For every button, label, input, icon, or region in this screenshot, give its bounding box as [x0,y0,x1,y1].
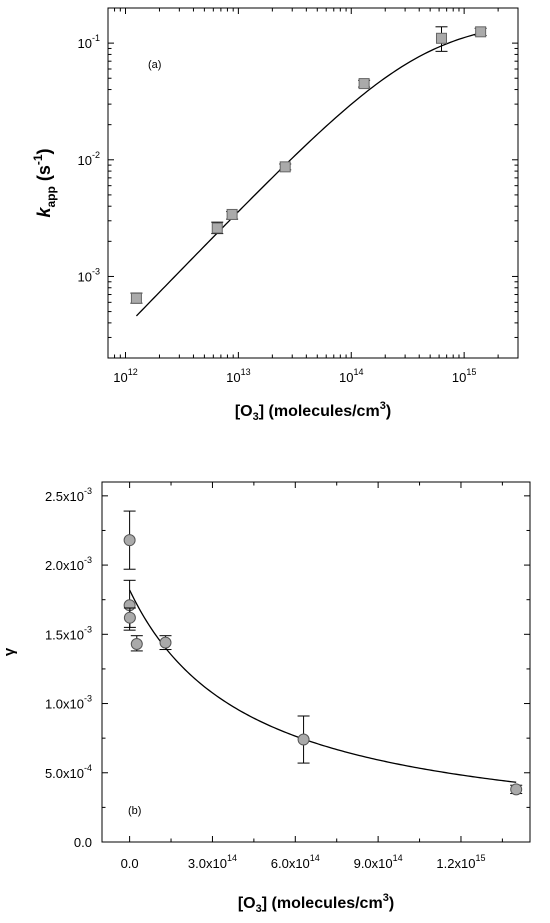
chart-b-panel-label: (b) [128,805,141,817]
chart-b: (b) 0.0 3.0x1014 6.0x1014 9.0x1014 1.2x1015 … [1,481,531,915]
chart-a-point [226,208,239,220]
chart-b-data-points [123,510,523,796]
chart-a-square-marker [226,208,238,220]
chart-a-square-marker [435,32,447,44]
chart-b-point [159,635,172,651]
chart-b-point [123,510,136,570]
chart-b-point [130,635,143,652]
chart-b-x-tick-label: 0.0 [121,856,139,871]
chart-b-x-tick-label: 9.0x1014 [354,853,403,871]
chart-a-panel-label: (a) [148,59,161,71]
chart-a-square-marker [358,78,370,90]
chart-b-x-tick-label: 6.0x1014 [271,853,320,871]
chart-b-y-tick-label: 2.5x10-3 [45,486,92,504]
chart-b-plot-frame [101,481,531,843]
chart-a-x-axis-title: [O3] (molecules/cm3) [235,400,391,423]
chart-b-axis-ticks [102,482,530,843]
chart-b-y-tick-label: 0.0 [74,835,92,850]
chart-b-y-tick-labels: 0.0 5.0x10-4 1.0x10-3 1.5x10-3 2.0x10-3 2.5x1… [45,486,92,850]
chart-a-point [358,78,371,90]
chart-a-y-axis-title: kapp (s-1) [31,148,58,217]
chart-a-x-tick-label: 1015 [452,367,476,385]
chart-a-y-tick-label: 10-1 [78,33,100,51]
chart-a-fit-curve [135,31,483,317]
chart-a-square-marker [211,222,223,234]
chart-a-square-marker [130,292,142,304]
chart-b-y-axis-title: γ [1,647,18,656]
chart-a-y-tick-label: 10-3 [78,266,100,284]
chart-b-point [297,715,310,764]
chart-b-point [510,783,523,796]
chart-a-square-marker [475,26,487,38]
chart-b-x-tick-labels: 0.0 3.0x1014 6.0x1014 9.0x1014 1.2x1015 [121,853,486,871]
chart-b-y-tick-label: 1.0x10-3 [45,694,92,712]
chart-a-point [211,221,224,235]
chart-a-square-marker [279,161,291,173]
chart-b-x-tick-label: 1.2x1015 [436,853,485,871]
chart-b-point [123,607,136,628]
chart-a-axis-ticks [107,7,519,359]
chart-b-y-tick-label: 2.0x10-3 [45,555,92,573]
chart-b-circle-marker [123,534,136,547]
chart-a-x-tick-labels: 1012 1013 1014 1015 [113,367,476,385]
chart-b-circle-marker [510,783,523,796]
chart-a-data-points [130,26,487,304]
chart-a-x-tick-label: 1014 [339,367,363,385]
chart-a: (a) 1012 1013 1014 1015 10-3 10-2 10-1 [O3] (… [31,7,519,423]
chart-a-y-tick-labels: 10-3 10-2 10-1 [78,33,100,284]
chart-b-fit-curve [129,589,517,783]
chart-a-point [435,26,448,52]
chart-b-circle-marker [130,638,143,650]
chart-b-y-tick-label: 1.5x10-3 [45,624,92,642]
chart-b-x-axis-title: [O3] (molecules/cm3) [238,892,394,915]
chart-a-y-tick-label: 10-2 [78,150,100,168]
chart-a-point [130,292,143,304]
chart-a-x-tick-label: 1013 [226,367,250,385]
chart-a-x-tick-label: 1012 [113,367,137,385]
chart-b-circle-marker [297,733,310,746]
chart-b-x-tick-label: 3.0x1014 [188,853,237,871]
chart-b-circle-marker [123,611,136,624]
chart-a-plot-frame [107,7,519,359]
chart-a-point [474,26,487,38]
chart-b-circle-marker [159,636,172,649]
chart-b-y-tick-label: 5.0x10-4 [45,763,92,781]
chart-a-point [279,161,292,173]
